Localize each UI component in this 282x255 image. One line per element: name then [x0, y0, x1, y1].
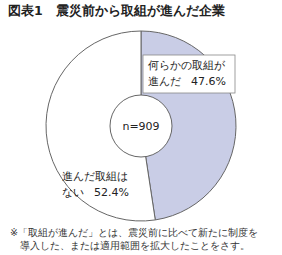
category-line: ない [62, 186, 84, 199]
center-label: n=909 [122, 120, 159, 133]
category-line: 進んだ [148, 75, 181, 88]
category-line: 進んだ取組は [62, 170, 128, 183]
footnote: ※「取組が進んだ」とは、震災前に比べて新たに制度を導入した、または適用範囲を拡大… [10, 227, 258, 251]
label-box [143, 55, 235, 93]
title: 図表1 震災前から取組が進んだ企業 [8, 3, 225, 18]
footnote-line: 導入した、または適用範囲を拡大したことをさす。 [20, 240, 250, 251]
data-label: 47.6% [191, 75, 226, 88]
category-label: 進んだ取組はない [62, 170, 128, 199]
category-line: 何らかの取組が [148, 59, 226, 72]
category-label: 何らかの取組が進んだ [148, 59, 226, 88]
slices [46, 31, 236, 221]
center-hole [110, 95, 172, 157]
chart: 図表1 震災前から取組が進んだ企業n=909何らかの取組が進んだ47.6%進んだ… [0, 0, 282, 255]
data-label: 52.4% [94, 186, 129, 199]
footnote-line: ※「取組が進んだ」とは、震災前に比べて新たに制度を [10, 227, 258, 238]
